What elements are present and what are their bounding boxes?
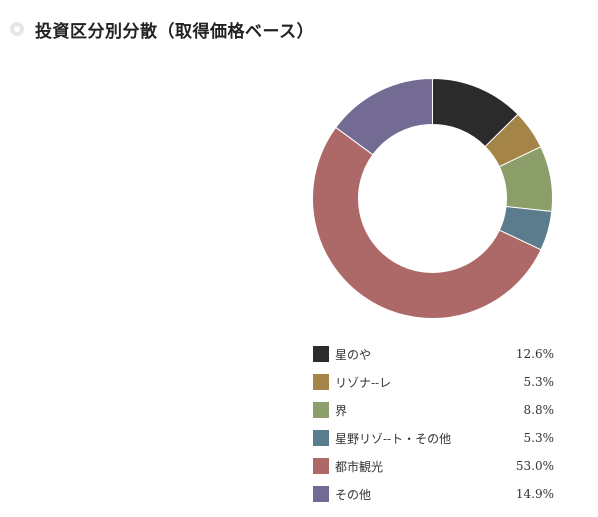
legend-swatch [313,346,329,362]
circle-bullet-icon [10,22,24,36]
legend-label: 星のや [335,347,372,362]
legend-swatch [313,374,329,390]
legend-value: 8.8% [523,403,555,417]
legend-swatch [313,402,329,418]
legend-item: 都市観光 53.0% [313,452,554,480]
section-heading: 投資区分別分散（取得価格ベース） [10,14,314,44]
legend-value: 5.3% [523,375,555,389]
legend-item: その他 14.9% [313,480,554,508]
legend-value: 14.9% [515,487,554,501]
legend-value: 12.6% [515,347,554,361]
legend-value: 53.0% [515,459,554,473]
legend-item: 星野リゾ--ト・その他 5.3% [313,424,554,452]
donut-chart [312,77,553,319]
legend-swatch [313,486,329,502]
legend-label: その他 [335,487,372,502]
legend-item: リゾナ--レ 5.3% [313,368,554,396]
legend-label: 都市観光 [335,459,384,474]
donut-slice-6 [335,77,433,156]
legend-swatch [313,430,329,446]
legend-item: 界 8.8% [313,396,554,424]
legend-label: 星野リゾ--ト・その他 [335,431,452,446]
legend-label: リゾナ--レ [335,375,392,390]
chart-legend: 星のや 12.6% リゾナ--レ 5.3% 界 8.8% 星野リゾ--ト・その他 5.3% 都市… [313,340,554,508]
legend-value: 5.3% [523,431,555,445]
legend-swatch [313,458,329,474]
legend-label: 界 [335,403,348,418]
legend-item: 星のや 12.6% [313,340,554,368]
chart-title: 投資区分別分散（取得価格ベース） [35,21,315,42]
donut-slice-5 [312,126,542,319]
